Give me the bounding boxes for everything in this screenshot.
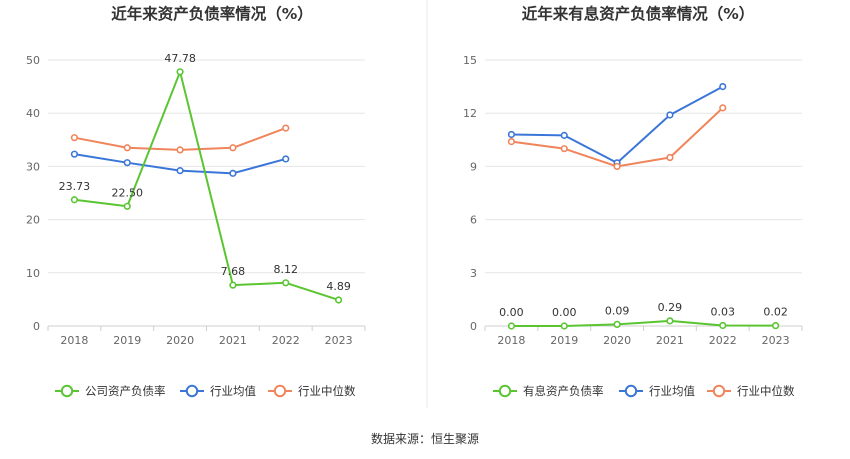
x-tick-label-1-3: 2021 bbox=[656, 334, 684, 347]
legend-label-1-0: 有息资产负债率 bbox=[523, 384, 604, 398]
legend-label-0-1: 行业均值 bbox=[210, 384, 256, 398]
series-line-0-0 bbox=[74, 70, 339, 301]
y-tick-label-1-1: 3 bbox=[470, 267, 477, 280]
data-label-1-0: 0.00 bbox=[499, 306, 524, 319]
data-point-0-1-2 bbox=[176, 167, 184, 175]
legend-marker-1-1 bbox=[624, 384, 638, 398]
y-tick-label-0-5: 50 bbox=[26, 54, 40, 67]
data-label-1-2: 0.09 bbox=[605, 304, 630, 317]
legend-marker-1-2 bbox=[712, 384, 726, 398]
y-tick-label-1-2: 6 bbox=[470, 214, 477, 227]
data-point-0-1-3 bbox=[229, 169, 237, 177]
data-point-1-2-2 bbox=[613, 162, 621, 170]
legend-label-0-2: 行业中位数 bbox=[298, 384, 356, 398]
legend-label-1-2: 行业中位数 bbox=[737, 384, 795, 398]
chart-title-right: 近年来有息资产负债率情况（%） bbox=[522, 4, 755, 23]
data-point-0-0-4 bbox=[282, 279, 290, 287]
data-point-0-2-3 bbox=[229, 144, 237, 152]
y-tick-label-1-4: 12 bbox=[463, 107, 477, 120]
legend-label-1-1: 行业均值 bbox=[649, 384, 695, 398]
x-tick-label-0-5: 2023 bbox=[325, 334, 353, 347]
legend-marker-0-0 bbox=[60, 384, 74, 398]
data-point-1-2-1 bbox=[560, 145, 568, 153]
data-point-1-0-4 bbox=[719, 321, 727, 330]
x-tick-label-0-0: 2018 bbox=[60, 334, 88, 347]
data-point-0-0-0 bbox=[70, 196, 79, 204]
data-point-1-2-4 bbox=[719, 104, 727, 112]
y-tick-label-0-1: 10 bbox=[26, 267, 40, 280]
x-tick-label-1-1: 2019 bbox=[550, 334, 578, 347]
data-point-0-0-2 bbox=[176, 68, 184, 76]
x-tick-label-0-1: 2019 bbox=[113, 334, 141, 347]
data-point-1-1-4 bbox=[719, 82, 727, 91]
y-tick-label-1-3: 9 bbox=[470, 160, 477, 173]
series-line-1-2 bbox=[511, 107, 724, 168]
x-tick-label-1-0: 2018 bbox=[497, 334, 525, 347]
data-label-1-4: 0.03 bbox=[711, 305, 736, 318]
data-point-0-1-0 bbox=[70, 150, 79, 158]
legend-label-0-0: 公司资产负债率 bbox=[85, 384, 166, 398]
x-tick-label-1-4: 2022 bbox=[709, 334, 737, 347]
data-point-0-1-1 bbox=[123, 159, 131, 167]
data-label-0-2: 47.78 bbox=[164, 52, 196, 65]
data-label-0-3: 7.68 bbox=[221, 265, 246, 278]
data-label-0-0: 23.73 bbox=[59, 180, 91, 193]
x-tick-label-1-5: 2023 bbox=[762, 334, 790, 347]
data-label-1-1: 0.00 bbox=[552, 306, 577, 319]
data-point-1-2-3 bbox=[666, 153, 674, 162]
data-label-0-1: 22.50 bbox=[112, 186, 144, 199]
y-tick-label-0-3: 30 bbox=[26, 160, 40, 173]
series-line-1-0 bbox=[511, 319, 776, 327]
y-tick-label-1-0: 0 bbox=[470, 320, 477, 333]
data-point-0-2-2 bbox=[176, 146, 184, 154]
x-tick-label-0-2: 2020 bbox=[166, 334, 194, 347]
data-point-0-2-0 bbox=[70, 134, 79, 142]
y-tick-label-0-4: 40 bbox=[26, 107, 40, 120]
data-point-1-0-0 bbox=[507, 322, 516, 330]
x-tick-label-1-2: 2020 bbox=[603, 334, 631, 347]
y-tick-label-0-0: 0 bbox=[33, 320, 40, 333]
y-tick-label-1-5: 15 bbox=[463, 54, 477, 67]
data-point-0-0-5 bbox=[334, 296, 343, 304]
series-line-1-1 bbox=[511, 85, 724, 164]
data-point-1-1-3 bbox=[666, 111, 674, 119]
x-tick-label-0-3: 2021 bbox=[219, 334, 247, 347]
legend-marker-0-2 bbox=[273, 384, 287, 398]
data-point-0-1-4 bbox=[282, 155, 290, 163]
legend-marker-1-0 bbox=[498, 384, 512, 398]
x-tick-label-0-4: 2022 bbox=[272, 334, 300, 347]
source-note: 数据来源：恒生聚源 bbox=[371, 431, 479, 446]
data-label-0-4: 8.12 bbox=[274, 263, 299, 276]
data-point-0-2-4 bbox=[282, 124, 290, 132]
data-point-0-0-1 bbox=[123, 202, 131, 210]
legend-marker-0-1 bbox=[185, 384, 199, 398]
data-point-1-0-3 bbox=[666, 317, 674, 325]
data-point-1-1-1 bbox=[560, 131, 568, 139]
data-label-0-5: 4.89 bbox=[326, 280, 351, 293]
data-point-1-0-5 bbox=[771, 322, 780, 330]
data-label-1-5: 0.02 bbox=[763, 306, 788, 319]
data-point-0-0-3 bbox=[229, 281, 237, 289]
chart-title-left: 近年来资产负债率情况（%） bbox=[111, 4, 313, 23]
data-point-1-1-0 bbox=[507, 130, 516, 139]
data-point-0-2-1 bbox=[123, 144, 131, 152]
data-point-1-0-2 bbox=[613, 320, 621, 329]
data-label-1-3: 0.29 bbox=[658, 301, 683, 314]
y-tick-label-0-2: 20 bbox=[26, 214, 40, 227]
data-point-1-0-1 bbox=[560, 322, 568, 330]
data-point-1-2-0 bbox=[507, 137, 516, 146]
